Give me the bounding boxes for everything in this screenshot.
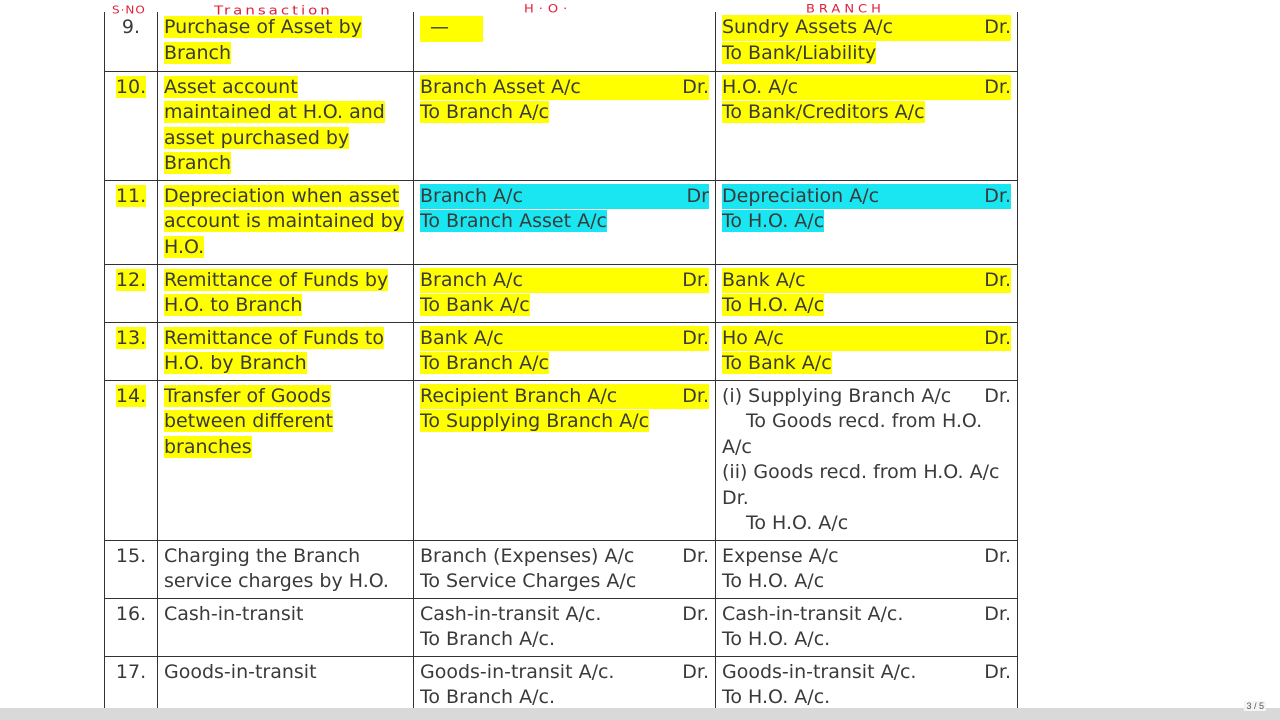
row-number: 14.	[104, 379, 158, 541]
branch-accounts-table: 9. Purchase of Asset by Branch — Sundry …	[104, 12, 1018, 716]
annotation-sno: S·NO	[112, 4, 146, 16]
ho-entry-cell: —	[413, 12, 716, 72]
branch-entry-cell: Goods-in-transit A/c. Dr. To H.O. A/c.	[715, 655, 1018, 716]
table-row: 10. Asset account maintained at H.O. and…	[104, 70, 1018, 181]
ho-entry-cell: Bank A/c Dr. To Branch A/c	[413, 321, 716, 381]
ho-entry-cell: Recipient Branch A/c Dr. To Supplying Bra…	[413, 379, 716, 541]
row-number: 10.	[104, 70, 158, 181]
row-number: 16.	[104, 597, 158, 657]
row-number: 15.	[104, 539, 158, 599]
ho-entry-cell: Branch (Expenses) A/c Dr. To Service Char…	[413, 539, 716, 599]
branch-entry-cell: (i) Supplying Branch A/c Dr. To Goods rec…	[715, 379, 1018, 541]
ho-entry-cell: Branch A/c Dr. To Bank A/c	[413, 263, 716, 323]
ho-entry-cell: Branch A/c Dr To Branch Asset A/c	[413, 179, 716, 265]
table-row: 17. Goods-in-transit Goods-in-transit A/…	[104, 655, 1018, 716]
page-indicator: 3 / 5	[1244, 701, 1266, 711]
branch-entry-cell: Expense A/c Dr. To H.O. A/c	[715, 539, 1018, 599]
branch-entry-cell: Sundry Assets A/c Dr. To Bank/Liability	[715, 12, 1018, 72]
transaction-cell: Remittance of Funds to H.O. by Branch	[157, 321, 414, 381]
transaction-cell: Depreciation when asset account is maint…	[157, 179, 414, 265]
row-number: 13.	[104, 321, 158, 381]
table-row: 11. Depreciation when asset account is m…	[104, 179, 1018, 265]
ho-entry-cell: Goods-in-transit A/c. Dr. To Branch A/c.	[413, 655, 716, 716]
branch-entry-cell: Bank A/c Dr. To H.O. A/c	[715, 263, 1018, 323]
table-row: 15. Charging the Branch service charges …	[104, 539, 1018, 599]
table-row: 13. Remittance of Funds to H.O. by Branc…	[104, 321, 1018, 381]
branch-entry-cell: Cash-in-transit A/c. Dr. To H.O. A/c.	[715, 597, 1018, 657]
row-number: 11.	[104, 179, 158, 265]
presentation-bottom-bar	[0, 708, 1280, 720]
branch-entry-cell: H.O. A/c Dr. To Bank/Creditors A/c	[715, 70, 1018, 181]
transaction-cell: Remittance of Funds by H.O. to Branch	[157, 263, 414, 323]
transaction-cell: Goods-in-transit	[157, 655, 414, 716]
row-number: 17.	[104, 655, 158, 716]
ho-entry-cell: Branch Asset A/c Dr. To Branch A/c	[413, 70, 716, 181]
table-row: 9. Purchase of Asset by Branch — Sundry …	[104, 12, 1018, 72]
ho-entry-cell: Cash-in-transit A/c. Dr. To Branch A/c.	[413, 597, 716, 657]
table-row: 12. Remittance of Funds by H.O. to Branc…	[104, 263, 1018, 323]
branch-entry-cell: Depreciation A/c Dr. To H.O. A/c	[715, 179, 1018, 265]
transaction-cell: Cash-in-transit	[157, 597, 414, 657]
row-number: 9.	[104, 12, 158, 72]
transaction-cell: Transfer of Goods between different bran…	[157, 379, 414, 541]
table-row: 14. Transfer of Goods between different …	[104, 379, 1018, 541]
transaction-cell: Purchase of Asset by Branch	[157, 12, 414, 72]
transaction-cell: Asset account maintained at H.O. and ass…	[157, 70, 414, 181]
table-row: 16. Cash-in-transit Cash-in-transit A/c.…	[104, 597, 1018, 657]
transaction-cell: Charging the Branch service charges by H…	[157, 539, 414, 599]
branch-entry-cell: Ho A/c Dr. To Bank A/c	[715, 321, 1018, 381]
row-number: 12.	[104, 263, 158, 323]
